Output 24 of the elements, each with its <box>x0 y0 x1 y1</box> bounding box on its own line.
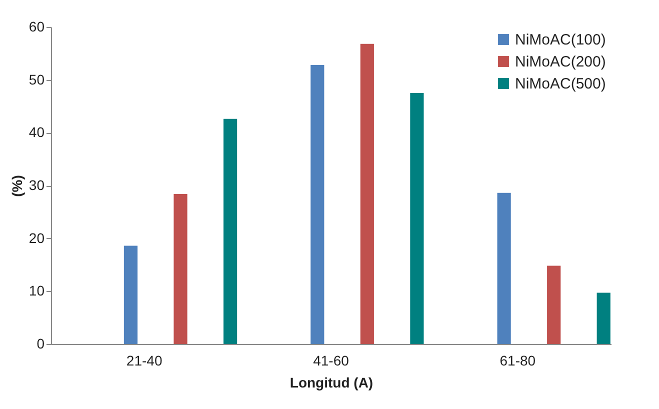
x-axis-title: Longitud (A) <box>290 374 374 390</box>
legend-label: NiMoAC(500) <box>515 76 606 92</box>
y-tick-label: 30 <box>28 177 45 193</box>
bar <box>360 44 374 344</box>
y-tick-label: 60 <box>28 18 45 34</box>
bar <box>410 93 424 344</box>
x-tick-label: 61-80 <box>500 352 536 368</box>
bar <box>124 246 138 344</box>
y-tick-label: 10 <box>28 282 45 299</box>
y-axis-title: (%) <box>8 175 25 197</box>
y-tick-label: 50 <box>28 71 45 88</box>
bar <box>547 266 561 344</box>
x-tick-label: 41-60 <box>313 352 350 368</box>
bar <box>596 292 610 344</box>
legend-label: NiMoAC(200) <box>515 54 606 70</box>
y-tick-label: 40 <box>28 124 45 140</box>
bar <box>497 192 511 344</box>
bar <box>174 194 188 344</box>
x-tick-label: 21-40 <box>126 352 162 368</box>
y-tick-label: 0 <box>36 336 45 352</box>
y-tick-label: 20 <box>28 230 45 246</box>
legend-label: NiMoAC(100) <box>515 32 606 48</box>
bar <box>223 118 238 344</box>
bar <box>310 65 324 344</box>
